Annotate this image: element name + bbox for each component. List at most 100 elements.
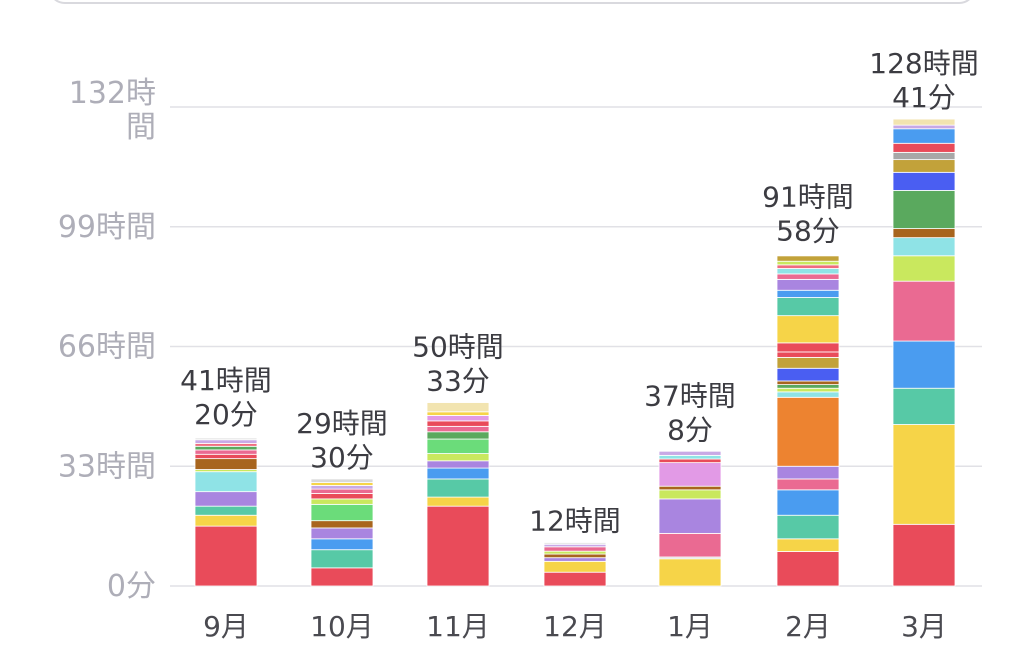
bar-segment (658, 462, 722, 487)
bar-segment (194, 491, 258, 507)
bar-segment (310, 538, 374, 551)
bar-segment (776, 551, 840, 587)
bar-total-label: 29時間 30分 (296, 407, 388, 474)
bar-segment (194, 514, 258, 527)
bar-segment (310, 498, 374, 505)
y-tick-label: 0分 (107, 569, 156, 604)
bar-segment (776, 260, 840, 266)
bar-segment (194, 437, 258, 441)
bar-segment (776, 478, 840, 491)
bar-segment (658, 558, 722, 587)
x-tick-label: 3月 (901, 610, 947, 643)
bar-segment (543, 546, 607, 552)
y-tick-label: 99時間 (58, 210, 156, 245)
bar-segment (426, 453, 490, 462)
bar-segment (776, 465, 840, 480)
bar-segment (776, 387, 840, 393)
bar-segment (776, 315, 840, 344)
bar-segment (892, 523, 956, 587)
bar-segment (426, 420, 490, 427)
bar-segment (426, 402, 490, 413)
grid-lines (170, 106, 982, 587)
bar-total-label: 12時間 (529, 504, 621, 537)
bar-segment (310, 567, 374, 587)
bar-6[interactable] (776, 255, 840, 587)
bar-segment (310, 527, 374, 540)
bar-segment (892, 190, 956, 229)
y-tick-label: 132時間 (69, 76, 156, 145)
bar-segment (543, 542, 607, 545)
y-tick-label: 33時間 (58, 449, 156, 484)
bar-segment (194, 471, 258, 493)
bar-segment (310, 549, 374, 569)
x-tick-label: 2月 (785, 610, 831, 643)
bar-segment (776, 264, 840, 269)
bar-segment (426, 467, 490, 480)
bar-segment (194, 449, 258, 455)
bar-segment (892, 118, 956, 126)
bar-segment (194, 458, 258, 470)
bar-segment (310, 520, 374, 529)
x-tick-label: 9月 (203, 610, 249, 643)
bar-segment (310, 493, 374, 500)
bar-segment (776, 356, 840, 369)
bar-segment (892, 151, 956, 161)
bar-segment (776, 380, 840, 386)
bar-segment (310, 485, 374, 490)
bar-segment (892, 340, 956, 389)
bar-segment (892, 124, 956, 130)
bar-segment (658, 532, 722, 558)
bar-segment (776, 255, 840, 262)
bar-segment (426, 496, 490, 507)
bar-segment (194, 442, 258, 447)
bar-segment (892, 255, 956, 282)
x-tick-label: 11月 (426, 610, 490, 643)
x-tick-label: 12月 (543, 610, 607, 643)
bar-segment (892, 159, 956, 173)
bar-segment (776, 514, 840, 540)
bar-segment (310, 478, 374, 483)
bar-segment (776, 289, 840, 298)
bar-4[interactable] (543, 542, 607, 587)
bar-segment (658, 454, 722, 460)
bar-1[interactable] (194, 437, 258, 587)
bar-segment (426, 505, 490, 587)
bar-total-label: 128時間 41分 (869, 47, 978, 114)
bar-segment (776, 278, 840, 291)
bar-segment (426, 460, 490, 469)
bar-segment (892, 280, 956, 342)
bar-segment (658, 485, 722, 491)
bar-segment (194, 525, 258, 587)
bar-5[interactable] (658, 450, 722, 587)
bar-3[interactable] (426, 402, 490, 587)
bar-segment (892, 387, 956, 425)
bar-segment (194, 505, 258, 516)
bar-segment (776, 273, 840, 280)
y-tick-label: 66時間 (58, 330, 156, 365)
x-axis-ticks: 9月 10月 11月 12月 1月 2月 3月 (203, 610, 947, 643)
bar-segment (194, 439, 258, 444)
bar-segment (776, 384, 840, 389)
bars (194, 118, 956, 587)
bar-segment (776, 351, 840, 358)
x-tick-label: 10月 (310, 610, 374, 643)
bar-segment (892, 171, 956, 191)
y-axis-ticks: 0分 33時間 66時間 99時間 132時間 (58, 76, 156, 604)
bar-segment (892, 228, 956, 239)
bar-segment (426, 411, 490, 416)
bar-segment (776, 297, 840, 317)
bar-segment (543, 550, 607, 555)
bar-segment (194, 453, 258, 460)
bar-7[interactable] (892, 118, 956, 587)
bar-segment (310, 503, 374, 522)
bar-total-label: 50時間 33分 (412, 331, 504, 398)
bar-segment (426, 415, 490, 422)
bar-segment (310, 488, 374, 494)
bar-segment (776, 489, 840, 516)
bar-2[interactable] (310, 478, 374, 587)
bar-segment (892, 237, 956, 257)
bar-segment (776, 342, 840, 353)
bar-segment (310, 482, 374, 486)
bar-segment (543, 553, 607, 559)
